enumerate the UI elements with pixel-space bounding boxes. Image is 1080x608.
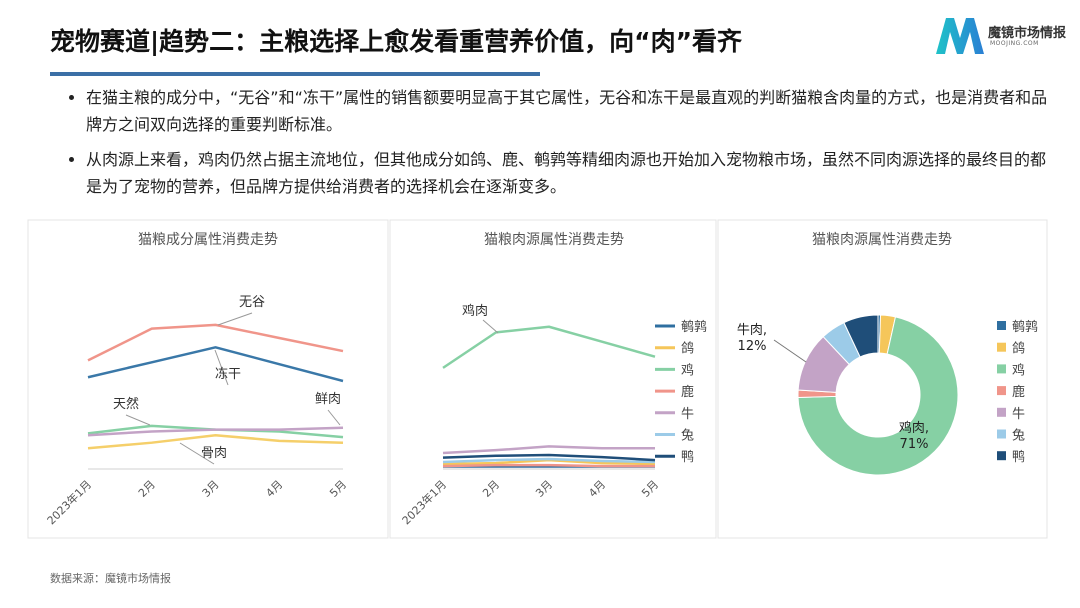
leader-line bbox=[217, 312, 253, 326]
panel bbox=[717, 219, 1048, 539]
chart-title: 猫粮肉源属性消费走势 bbox=[484, 232, 624, 248]
leader-line bbox=[214, 349, 229, 386]
x-tick-label: 5月 bbox=[639, 478, 661, 500]
annotation: 鸡肉 bbox=[462, 303, 488, 319]
series-label: 骨肉 bbox=[201, 446, 227, 461]
panel bbox=[27, 219, 389, 539]
brand-url: MOOJING.COM bbox=[990, 40, 1039, 47]
series-label: 天然 bbox=[113, 396, 139, 412]
legend-label: 鸽 bbox=[681, 341, 694, 357]
leader-line bbox=[773, 339, 807, 363]
line-series bbox=[442, 325, 656, 369]
line-series bbox=[442, 457, 656, 464]
brand-name: 魔镜市场情报 bbox=[988, 26, 1067, 41]
value-label: 71% bbox=[900, 437, 929, 452]
line-series bbox=[442, 445, 655, 455]
leader-line bbox=[179, 442, 215, 465]
panel bbox=[389, 219, 717, 539]
series-label: 鲜肉 bbox=[315, 392, 341, 407]
leader-line bbox=[125, 414, 151, 426]
line-series bbox=[87, 426, 344, 437]
legend-label: 鸭 bbox=[681, 450, 694, 465]
x-tick-label: 2月 bbox=[480, 478, 502, 500]
legend-label: 兔 bbox=[681, 429, 694, 444]
legend-label: 牛 bbox=[681, 407, 694, 422]
legend-label: 鸽 bbox=[1012, 341, 1025, 357]
donut-slice bbox=[797, 316, 959, 476]
source-note: 数据来源：魔镜市场情报 bbox=[50, 572, 171, 585]
line-series bbox=[442, 453, 656, 462]
bullet-list: 在猫主粮的成分中，“无谷”和“冻干”属性的销售额要明显高于其它属性，无谷和冻干是… bbox=[60, 84, 1061, 208]
legend-label: 鸡 bbox=[1012, 362, 1025, 378]
legend-label: 鸭 bbox=[1012, 450, 1025, 465]
legend-swatch bbox=[997, 451, 1006, 461]
line-series bbox=[87, 346, 344, 383]
line-series bbox=[87, 323, 344, 362]
legend-label: 兔 bbox=[1012, 429, 1025, 444]
legend-swatch bbox=[997, 386, 1006, 396]
bullet: 在猫主粮的成分中，“无谷”和“冻干”属性的销售额要明显高于其它属性，无谷和冻干是… bbox=[86, 84, 1061, 138]
value-label: 鸡肉, bbox=[899, 420, 929, 436]
chart-title: 猫粮成分属性消费走势 bbox=[138, 232, 278, 248]
x-tick-label: 5月 bbox=[327, 478, 349, 500]
legend-swatch bbox=[997, 407, 1006, 417]
legend-label: 鹌鹑 bbox=[681, 319, 707, 335]
logo bbox=[936, 18, 984, 54]
donut-slice bbox=[843, 314, 879, 358]
x-tick-label: 3月 bbox=[200, 478, 222, 500]
line-series bbox=[87, 433, 344, 450]
x-tick-label: 2023年1月 bbox=[44, 477, 94, 527]
legend-swatch bbox=[997, 342, 1006, 352]
value-label: 12% bbox=[738, 339, 767, 354]
leader-line bbox=[482, 319, 499, 334]
x-tick-label: 2023年1月 bbox=[399, 477, 449, 527]
bullet: 从肉源上来看，鸡肉仍然占据主流地位，但其他成分如鸽、鹿、鹌鹑等精细肉源也开始加入… bbox=[86, 146, 1061, 200]
chart-title: 猫粮肉源属性消费走势 bbox=[812, 232, 952, 248]
legend-swatch bbox=[997, 364, 1006, 374]
series-label: 无谷 bbox=[239, 295, 265, 310]
series-label: 冻干 bbox=[215, 366, 241, 382]
title-underline bbox=[50, 72, 540, 76]
leader-line bbox=[327, 409, 341, 426]
slide-title: 宠物赛道|趋势二：主粮选择上愈发看重营养价值，向“肉”看齐 bbox=[50, 27, 742, 56]
legend-label: 鹿 bbox=[681, 384, 694, 400]
legend-label: 鹌鹑 bbox=[1012, 319, 1038, 335]
legend-swatch bbox=[997, 429, 1006, 439]
value-label: 牛肉, bbox=[737, 323, 767, 338]
legend-label: 鹿 bbox=[1012, 384, 1025, 400]
legend-label: 牛 bbox=[1012, 407, 1025, 422]
legend-label: 鸡 bbox=[681, 362, 694, 378]
line-series bbox=[442, 463, 655, 468]
legend-swatch bbox=[997, 321, 1006, 330]
x-tick-label: 4月 bbox=[263, 478, 285, 500]
x-tick-label: 3月 bbox=[533, 478, 555, 500]
x-tick-label: 4月 bbox=[586, 478, 608, 500]
x-tick-label: 2月 bbox=[136, 478, 158, 500]
